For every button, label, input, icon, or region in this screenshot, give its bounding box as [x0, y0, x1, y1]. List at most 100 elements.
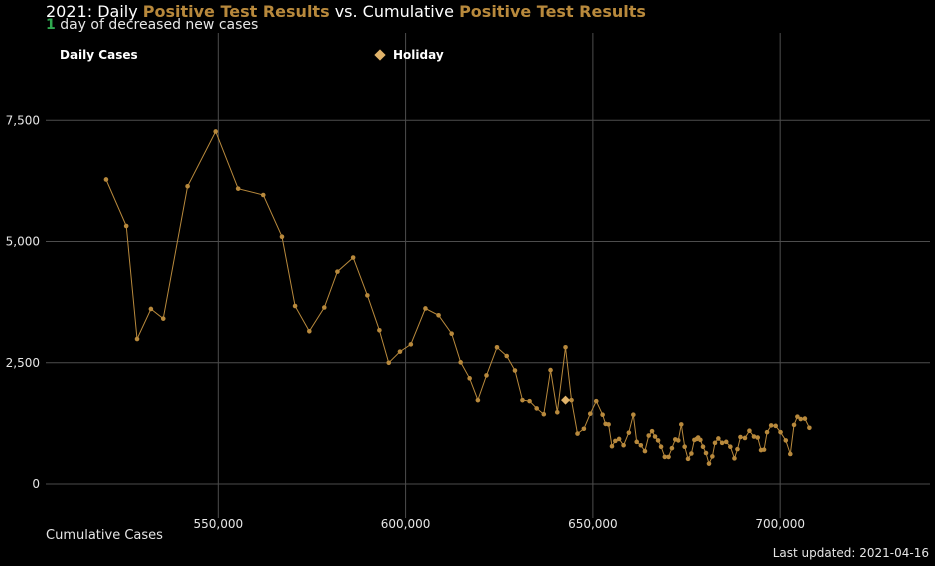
- data-point: [666, 454, 671, 460]
- data-point: [541, 411, 547, 417]
- data-point: [593, 398, 599, 404]
- title-highlight-1: Positive Test Results: [142, 2, 330, 21]
- data-point: [397, 349, 403, 354]
- data-point: [292, 303, 298, 309]
- series-line-daily-cases: [105, 130, 810, 466]
- data-point: [626, 430, 632, 435]
- data-point: [738, 434, 743, 440]
- x-tick-label: 650,000: [568, 517, 618, 531]
- data-point: [350, 255, 356, 260]
- data-point: [764, 429, 770, 435]
- data-point: [649, 428, 655, 434]
- data-point: [787, 451, 793, 457]
- data-point: [307, 328, 312, 334]
- data-point: [484, 373, 489, 378]
- legend-daily-cases: Daily Cases: [60, 48, 138, 62]
- data-point: [652, 434, 658, 439]
- title-prefix: 2021: Daily: [46, 2, 143, 21]
- data-point: [747, 428, 752, 434]
- data-point: [575, 431, 580, 436]
- data-point: [512, 368, 518, 373]
- data-point: [807, 425, 812, 431]
- data-point: [520, 397, 525, 403]
- data-point: [689, 451, 694, 456]
- data-point: [134, 336, 140, 342]
- data-point: [494, 344, 500, 350]
- data-point: [655, 438, 661, 443]
- x-tick-label: 700,000: [755, 517, 805, 531]
- data-point: [742, 435, 748, 441]
- subtitle-text: day of decreased new cases: [55, 17, 259, 33]
- data-point: [682, 444, 687, 450]
- data-point: [103, 177, 109, 182]
- data-point: [751, 434, 757, 439]
- data-point: [703, 450, 709, 456]
- data-point: [587, 411, 593, 417]
- data-point: [735, 446, 740, 452]
- data-point: [279, 234, 285, 239]
- data-point: [732, 456, 737, 461]
- data-point: [675, 438, 681, 443]
- data-point: [527, 398, 532, 404]
- data-point: [581, 426, 587, 432]
- data-point: [662, 454, 668, 460]
- data-point: [563, 344, 568, 350]
- data-point: [658, 444, 664, 450]
- data-point: [377, 328, 382, 333]
- y-tick-label: 2,500: [6, 356, 40, 370]
- data-point: [185, 183, 190, 189]
- data-point: [213, 129, 218, 134]
- title-highlight-2: Positive Test Results: [459, 2, 646, 21]
- data-point: [534, 406, 539, 411]
- data-point: [802, 416, 808, 421]
- data-point: [795, 414, 800, 419]
- data-point: [467, 376, 472, 381]
- data-point: [706, 461, 712, 466]
- data-point: [798, 416, 804, 422]
- data-point: [698, 437, 703, 443]
- data-point: [408, 342, 414, 347]
- data-point: [634, 439, 640, 445]
- data-point: [642, 448, 648, 454]
- data-point: [386, 360, 392, 366]
- x-axis-label: Cumulative Cases: [46, 528, 163, 543]
- data-point: [621, 442, 626, 448]
- y-tick-label: 7,500: [6, 113, 40, 127]
- data-point: [609, 443, 615, 449]
- data-point: [123, 223, 129, 229]
- data-point: [600, 412, 605, 417]
- data-point: [710, 454, 715, 459]
- data-point: [606, 422, 611, 427]
- data-point: [458, 360, 463, 365]
- data-point: [504, 353, 510, 359]
- holiday-marker: [561, 395, 571, 405]
- data-point: [700, 444, 706, 450]
- chart-title: 2021: Daily Positive Test Results vs. Cu…: [46, 2, 646, 21]
- data-point: [148, 306, 154, 312]
- data-point: [712, 440, 718, 446]
- data-point: [616, 436, 622, 442]
- title-mid: vs. Cumulative: [329, 2, 460, 21]
- data-point: [768, 423, 774, 428]
- y-tick-label: 5,000: [6, 235, 40, 249]
- data-point: [548, 367, 553, 373]
- data-point: [449, 331, 454, 337]
- data-point: [569, 397, 574, 403]
- data-point: [260, 192, 266, 198]
- data-point: [778, 429, 783, 435]
- data-point: [436, 312, 441, 318]
- data-point: [235, 186, 241, 191]
- data-point: [719, 440, 725, 446]
- data-point: [669, 445, 675, 451]
- data-point: [716, 436, 721, 441]
- x-tick-label: 550,000: [193, 517, 243, 531]
- holiday-diamond-icon: [374, 49, 386, 61]
- data-point: [646, 433, 651, 438]
- legend-holiday: Holiday: [374, 48, 444, 62]
- data-point: [791, 422, 797, 428]
- data-point: [160, 316, 166, 321]
- legend-holiday-label: Holiday: [393, 48, 444, 62]
- data-point: [423, 306, 428, 311]
- x-tick-label: 600,000: [381, 517, 431, 531]
